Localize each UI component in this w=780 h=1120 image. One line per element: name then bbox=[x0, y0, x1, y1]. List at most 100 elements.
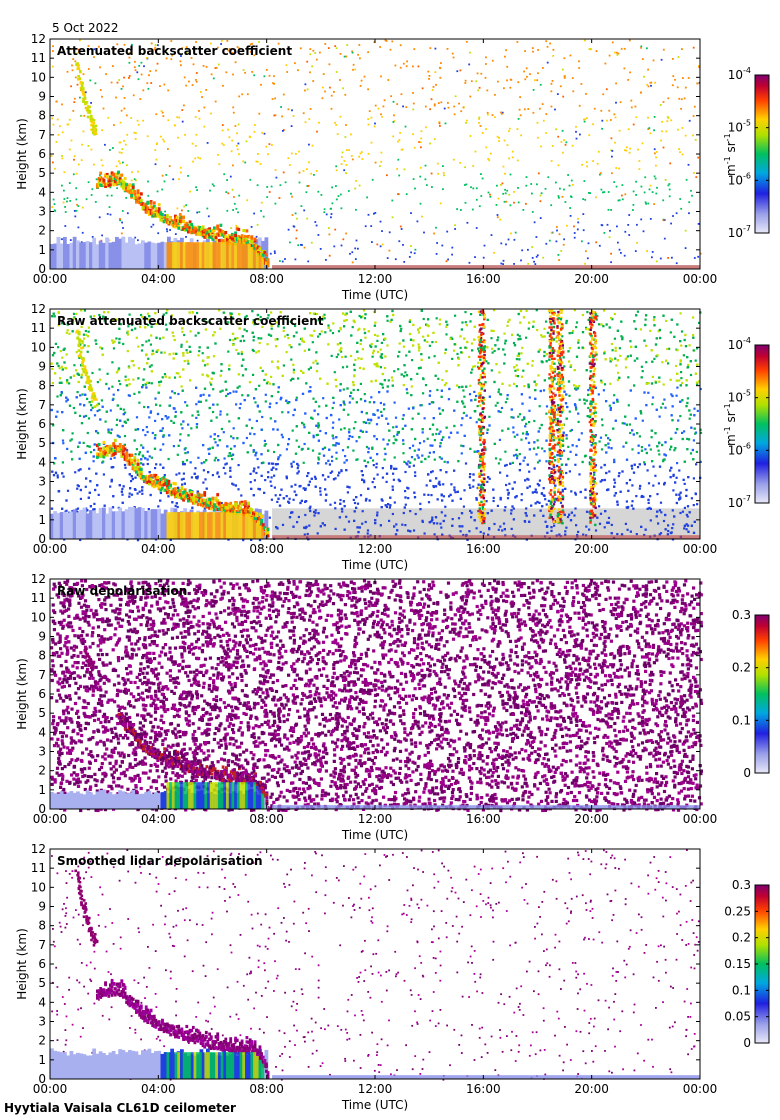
cloud-pixel bbox=[97, 183, 101, 187]
noise-pixel bbox=[232, 209, 234, 211]
noise-pixel bbox=[432, 484, 435, 488]
cloud-pixel bbox=[178, 216, 182, 220]
noise-pixel bbox=[274, 97, 276, 100]
noise-pixel bbox=[660, 511, 663, 514]
noise-pixel bbox=[128, 366, 131, 369]
noise-pixel bbox=[255, 160, 258, 163]
noise-pixel bbox=[392, 478, 395, 481]
precip-cell bbox=[253, 249, 257, 269]
noise-pixel bbox=[550, 204, 553, 207]
noise-pixel bbox=[400, 327, 403, 330]
noise-pixel bbox=[372, 464, 375, 467]
noise-pixel bbox=[339, 115, 342, 118]
noise-pixel bbox=[101, 347, 104, 350]
noise-pixel bbox=[180, 55, 182, 57]
noise-pixel bbox=[426, 437, 429, 440]
noise-pixel bbox=[172, 445, 175, 448]
noise-pixel bbox=[351, 51, 354, 54]
noise-pixel bbox=[600, 109, 603, 112]
cloud-pixel bbox=[229, 235, 233, 240]
noise-pixel bbox=[98, 216, 101, 219]
boundary-cell bbox=[128, 236, 132, 269]
cloud-pixel bbox=[109, 177, 112, 181]
noise-pixel bbox=[471, 208, 474, 211]
noise-pixel bbox=[681, 127, 684, 129]
noise-pixel bbox=[419, 166, 422, 169]
noise-pixel bbox=[116, 43, 119, 46]
noise-pixel bbox=[267, 471, 270, 474]
noise-pixel bbox=[229, 466, 232, 469]
noise-pixel bbox=[256, 184, 259, 187]
noise-pixel bbox=[147, 180, 149, 183]
noise-pixel bbox=[504, 192, 507, 195]
noise-pixel bbox=[316, 433, 319, 436]
noise-pixel bbox=[562, 449, 566, 452]
noise-pixel bbox=[655, 164, 657, 167]
cloud-pixel bbox=[152, 211, 156, 215]
noise-pixel bbox=[627, 404, 630, 407]
noise-pixel bbox=[654, 177, 657, 180]
noise-pixel bbox=[681, 381, 684, 385]
noise-pixel bbox=[494, 93, 496, 96]
cloud-pixel bbox=[149, 201, 153, 205]
noise-pixel bbox=[481, 177, 484, 180]
noise-pixel bbox=[513, 435, 516, 438]
noise-pixel bbox=[613, 481, 617, 484]
noise-pixel bbox=[616, 51, 618, 54]
noise-pixel bbox=[614, 141, 616, 144]
noise-pixel bbox=[516, 128, 519, 130]
noise-pixel bbox=[214, 456, 217, 459]
noise-pixel bbox=[89, 79, 92, 82]
high-cloud-pixel bbox=[92, 125, 95, 129]
noise-pixel bbox=[76, 507, 80, 510]
noise-pixel bbox=[435, 317, 438, 320]
noise-pixel bbox=[548, 239, 551, 242]
noise-pixel bbox=[504, 450, 507, 453]
noise-pixel bbox=[185, 459, 189, 462]
noise-pixel bbox=[226, 413, 229, 416]
noise-pixel bbox=[142, 429, 145, 432]
noise-pixel bbox=[350, 133, 352, 136]
noise-pixel bbox=[154, 419, 157, 422]
cloud-pixel bbox=[175, 223, 179, 227]
noise-pixel bbox=[693, 407, 696, 410]
noise-pixel bbox=[518, 335, 521, 338]
noise-pixel bbox=[470, 80, 473, 83]
noise-pixel bbox=[540, 334, 543, 337]
noise-pixel bbox=[651, 396, 655, 399]
noise-pixel bbox=[445, 325, 448, 328]
noise-pixel bbox=[475, 227, 478, 229]
noise-pixel bbox=[462, 411, 465, 415]
noise-pixel bbox=[668, 188, 671, 191]
cloud-pixel bbox=[170, 219, 174, 223]
noise-pixel bbox=[583, 180, 586, 182]
noise-pixel bbox=[526, 75, 528, 78]
noise-pixel bbox=[688, 201, 691, 204]
noise-pixel bbox=[77, 163, 80, 166]
noise-pixel bbox=[428, 356, 431, 359]
noise-pixel bbox=[561, 195, 564, 198]
noise-pixel bbox=[435, 253, 438, 255]
noise-pixel bbox=[669, 448, 672, 451]
noise-pixel bbox=[599, 172, 602, 174]
noise-pixel bbox=[85, 198, 88, 201]
noise-pixel bbox=[303, 426, 306, 429]
noise-pixel bbox=[561, 490, 564, 493]
noise-pixel bbox=[93, 48, 96, 51]
noise-pixel bbox=[578, 473, 581, 476]
noise-pixel bbox=[521, 249, 524, 252]
noise-pixel bbox=[668, 183, 671, 185]
noise-pixel bbox=[435, 432, 438, 436]
noise-pixel bbox=[352, 449, 355, 452]
noise-pixel bbox=[426, 340, 429, 343]
noise-pixel bbox=[523, 520, 526, 523]
noise-pixel bbox=[72, 110, 75, 112]
noise-pixel bbox=[542, 119, 545, 122]
noise-pixel bbox=[569, 450, 572, 453]
cloud-pixel bbox=[178, 213, 182, 217]
noise-pixel bbox=[234, 51, 237, 54]
noise-pixel bbox=[527, 248, 529, 251]
noise-pixel bbox=[89, 451, 93, 454]
noise-pixel bbox=[198, 110, 200, 112]
noise-pixel bbox=[379, 220, 382, 223]
